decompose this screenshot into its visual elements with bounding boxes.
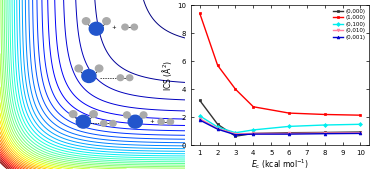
Circle shape [70,111,77,117]
Circle shape [90,111,97,117]
Circle shape [140,112,147,118]
Y-axis label: ICS (Å$^2$): ICS (Å$^2$) [160,60,174,91]
Circle shape [117,75,124,81]
Circle shape [127,75,133,81]
Circle shape [82,70,96,82]
Circle shape [95,65,103,72]
Circle shape [124,112,130,118]
Circle shape [122,24,128,30]
Circle shape [82,18,90,25]
Circle shape [89,22,103,35]
X-axis label: $E_{\rm c}$ (kcal mol$^{-1}$): $E_{\rm c}$ (kcal mol$^{-1}$) [251,158,309,169]
Circle shape [75,65,82,72]
Legend: (0,000), (1,000), (0,100), (0,010), (0,001): (0,000), (1,000), (0,100), (0,010), (0,0… [332,8,367,41]
Circle shape [131,24,138,30]
Circle shape [103,18,110,25]
Circle shape [167,119,174,125]
Text: +: + [150,119,154,124]
Circle shape [76,115,90,128]
Circle shape [158,119,164,125]
Circle shape [128,115,142,128]
Circle shape [101,120,107,126]
Circle shape [110,120,116,126]
Text: +: + [112,25,116,30]
